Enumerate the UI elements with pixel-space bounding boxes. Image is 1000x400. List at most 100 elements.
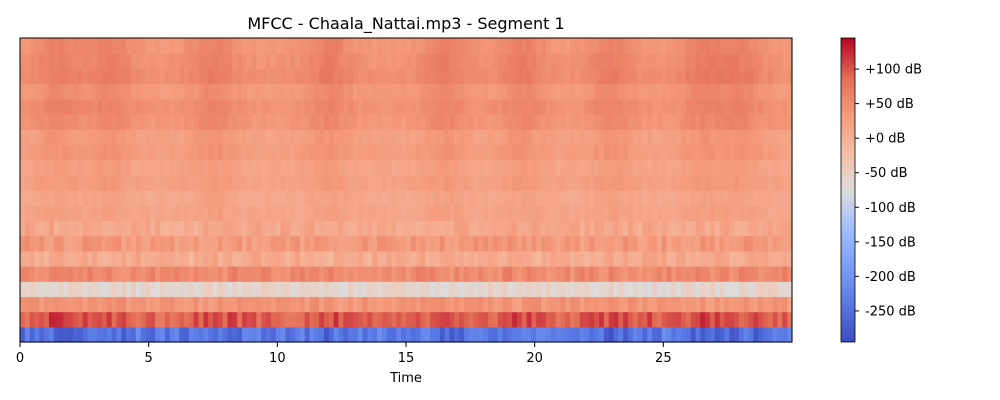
heatmap-cell (261, 220, 267, 237)
heatmap-cell (758, 159, 764, 176)
heatmap-cell (758, 235, 764, 252)
heatmap-cell (666, 326, 672, 343)
heatmap-cell (623, 174, 629, 191)
heatmap-cell (430, 205, 436, 221)
heatmap-cell (372, 53, 378, 69)
heatmap-cell (570, 235, 576, 252)
heatmap-cell (155, 114, 161, 130)
heatmap-cell (410, 38, 417, 54)
heatmap-cell (492, 98, 499, 115)
heatmap-cell (478, 235, 484, 252)
heatmap-cell (97, 326, 103, 343)
heatmap-cell (44, 326, 50, 343)
heatmap-cell (656, 296, 663, 313)
heatmap-cell (295, 174, 301, 191)
heatmap-cell (338, 174, 344, 191)
heatmap-cell (550, 281, 557, 297)
heatmap-cell (608, 311, 615, 328)
heatmap-cell (516, 129, 523, 145)
heatmap-cell (377, 83, 383, 100)
heatmap-cell (772, 266, 779, 282)
heatmap-cell (656, 98, 663, 115)
heatmap-cell (782, 174, 788, 191)
heatmap-cell (295, 114, 301, 130)
heatmap-cell (299, 250, 306, 267)
heatmap-cell (473, 144, 479, 161)
heatmap-cell (333, 311, 340, 328)
heatmap-cell (743, 129, 750, 145)
heatmap-cell (290, 190, 296, 206)
heatmap-cell (44, 311, 50, 328)
heatmap-cell (434, 159, 441, 176)
heatmap-cell (685, 144, 692, 161)
heatmap-cell (58, 174, 65, 191)
heatmap-cell (179, 281, 185, 297)
heatmap-cell (34, 174, 40, 191)
heatmap-cell (73, 159, 79, 176)
heatmap-cell (309, 220, 315, 237)
heatmap-cell (637, 296, 644, 313)
heatmap-cell (787, 144, 793, 161)
heatmap-cell (275, 68, 282, 85)
heatmap-cell (574, 68, 581, 85)
heatmap-cell (748, 311, 754, 328)
heatmap-cell (386, 311, 393, 328)
heatmap-cell (536, 114, 542, 130)
heatmap-cell (502, 98, 508, 115)
heatmap-cell (58, 296, 65, 313)
heatmap-cell (246, 220, 253, 237)
heatmap-cell (594, 53, 600, 69)
heatmap-cell (155, 144, 161, 161)
heatmap-cell (396, 98, 402, 115)
heatmap-cell (130, 98, 137, 115)
heatmap-cell (647, 311, 653, 328)
heatmap-cell (213, 281, 219, 297)
heatmap-cell (782, 144, 788, 161)
heatmap-cell (304, 220, 311, 237)
heatmap-cell (724, 144, 730, 161)
heatmap-cell (512, 296, 518, 313)
heatmap-cell (676, 311, 682, 328)
heatmap-cell (478, 281, 484, 297)
heatmap-cell (454, 129, 460, 145)
heatmap-cell (623, 114, 629, 130)
heatmap-cell (304, 174, 311, 191)
heatmap-cell (184, 220, 190, 237)
heatmap-cell (709, 144, 716, 161)
heatmap-cell (478, 266, 484, 282)
heatmap-cell (579, 174, 586, 191)
heatmap-cell (116, 68, 122, 85)
heatmap-cell (203, 250, 209, 267)
heatmap-cell (550, 114, 557, 130)
heatmap-cell (772, 144, 779, 161)
heatmap-cell (401, 281, 407, 297)
heatmap-cell (627, 98, 634, 115)
heatmap-cell (299, 220, 306, 237)
heatmap-cell (473, 311, 479, 328)
heatmap-cell (116, 281, 122, 297)
heatmap-cell (352, 159, 359, 176)
heatmap-cell (589, 296, 595, 313)
heatmap-cell (386, 190, 393, 206)
heatmap-cell (613, 38, 619, 54)
heatmap-cell (488, 190, 494, 206)
heatmap-cell (401, 159, 407, 176)
heatmap-cell (690, 38, 697, 54)
heatmap-cell (333, 281, 340, 297)
heatmap-cell (603, 114, 610, 130)
heatmap-cell (217, 296, 224, 313)
heatmap-cell (729, 68, 735, 85)
heatmap-cell (463, 311, 470, 328)
heatmap-cell (372, 83, 378, 100)
heatmap-cell (92, 266, 98, 282)
heatmap-cell (512, 266, 518, 282)
heatmap-cell (463, 114, 470, 130)
heatmap-cell (719, 53, 726, 69)
heatmap-cell (386, 53, 393, 69)
heatmap-cell (135, 326, 142, 343)
heatmap-cell (748, 114, 754, 130)
heatmap-cell (738, 83, 745, 100)
heatmap-cell (391, 53, 397, 69)
heatmap-cell (709, 38, 716, 54)
heatmap-cell (700, 174, 706, 191)
